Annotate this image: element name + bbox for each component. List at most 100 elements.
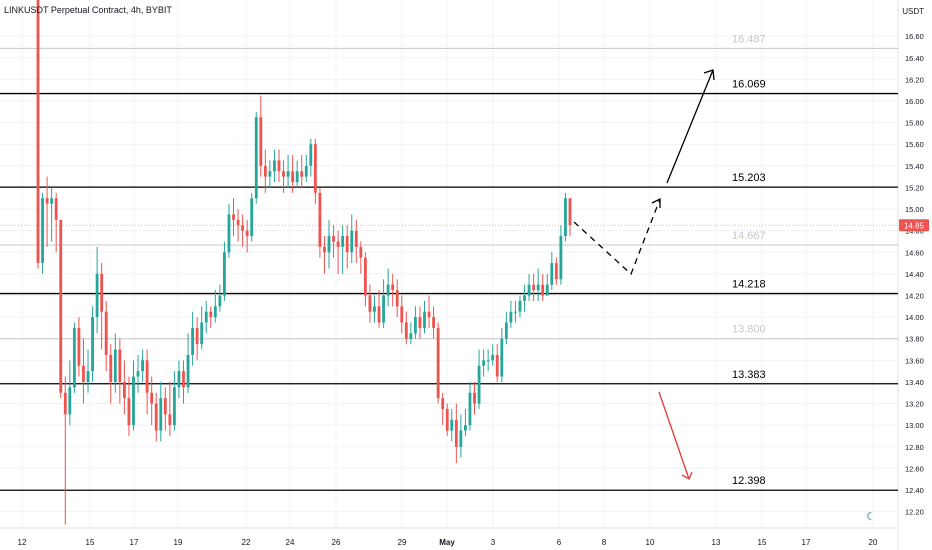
x-tick-label: 8 — [602, 538, 607, 547]
level-label: 15.203 — [732, 172, 766, 184]
candle-body — [541, 284, 545, 296]
candle-body — [350, 230, 354, 253]
candle-body — [450, 419, 454, 431]
candle-body — [373, 306, 376, 312]
candle-body — [445, 408, 449, 431]
price-badge-text: 14.85 — [904, 221, 925, 230]
candle-body — [523, 295, 526, 301]
y-tick-label: 12.20 — [905, 508, 924, 517]
candle-body — [473, 392, 476, 404]
projected-path-arrowhead — [651, 197, 661, 208]
level-label: 14.218 — [732, 279, 766, 291]
candle-body — [77, 327, 81, 366]
x-tick-label: 13 — [712, 538, 721, 547]
candle-body — [436, 327, 440, 399]
price-axis[interactable]: 12.20 12.40 12.60 12.80 13.00 13.20 13.40 13.60… — [905, 32, 924, 516]
candle-body — [186, 354, 190, 388]
y-tick-label: 16.40 — [905, 54, 924, 63]
x-tick-label: 17 — [130, 538, 139, 547]
level-label: 14.667 — [732, 230, 766, 242]
up-arrow — [666, 69, 714, 184]
candle-body — [504, 322, 508, 339]
candle-body — [250, 198, 254, 237]
candle-body — [464, 425, 467, 431]
x-tick-label: 19 — [174, 538, 183, 547]
candle-body — [400, 306, 404, 323]
candle-body — [454, 419, 458, 447]
grid-lines — [0, 0, 899, 550]
candle-body — [468, 392, 472, 426]
candle-body — [527, 284, 531, 296]
tradingview-logo-icon[interactable]: ☾ — [866, 510, 876, 523]
candle-body — [163, 398, 167, 415]
candle-body — [418, 317, 422, 328]
candle-body — [91, 317, 94, 372]
y-tick-label: 15.60 — [905, 140, 924, 149]
candle-body — [254, 117, 258, 199]
candle-body — [550, 263, 554, 285]
y-tick-label: 13.40 — [905, 378, 924, 387]
candle-body — [327, 236, 331, 253]
candle-body — [332, 236, 335, 242]
candle-body — [382, 295, 385, 323]
candle-body — [263, 165, 267, 177]
x-tick-label: 6 — [557, 538, 562, 547]
candle-body — [236, 219, 240, 226]
candle-body — [568, 198, 572, 226]
candle-body — [514, 311, 517, 313]
candle-body — [50, 198, 54, 204]
candle-body — [518, 300, 522, 312]
candle-body — [554, 263, 558, 280]
candle-body — [304, 165, 308, 177]
x-tick-label: 20 — [869, 538, 878, 547]
candle-body — [86, 371, 90, 382]
x-tick-label: 29 — [398, 538, 407, 547]
candle-body — [491, 354, 495, 361]
candle-body — [413, 317, 417, 334]
candle-body — [182, 371, 185, 388]
candle-body — [427, 311, 431, 318]
x-tick-label: 24 — [286, 538, 295, 547]
candle-body — [223, 252, 226, 296]
candle-body — [318, 192, 322, 247]
candle-body — [159, 398, 163, 431]
candle-body — [277, 160, 281, 172]
candle-body — [168, 414, 172, 426]
candle-body — [227, 214, 231, 253]
y-tick-label: 13.00 — [905, 421, 924, 430]
candle-body — [286, 171, 290, 177]
level-label: 12.398 — [732, 475, 766, 487]
candle-body — [82, 365, 85, 382]
candle-body — [532, 284, 536, 291]
candle-body — [368, 295, 372, 312]
candle-body — [145, 360, 149, 393]
candle-body — [127, 398, 131, 426]
candle-body — [118, 349, 122, 382]
x-tick-label: 15 — [86, 538, 95, 547]
down-arrow-head — [681, 471, 693, 480]
level-label: 16.487 — [732, 33, 766, 45]
chart-title: LINKUSDT Perpetual Contract, 4h, BYBIT — [4, 5, 172, 15]
candle-body — [477, 365, 481, 404]
candle-body — [177, 371, 181, 388]
x-tick-label: May — [439, 538, 455, 547]
candle-body — [268, 171, 272, 177]
x-tick-label: 10 — [646, 538, 655, 547]
candle-body — [104, 311, 108, 355]
y-tick-label: 15.20 — [905, 183, 924, 192]
up-arrow-head — [703, 69, 715, 81]
candle-body — [309, 144, 313, 166]
candle-body — [509, 311, 513, 323]
time-axis[interactable]: 12 15 17 19 22 24 26 29 May 3 6 8 10 13 15 17 20 — [18, 538, 878, 547]
y-tick-label: 15.80 — [905, 119, 924, 128]
candle-body — [291, 171, 295, 183]
candle-body — [173, 387, 176, 426]
candle-body — [109, 354, 113, 382]
candle-body — [545, 284, 549, 296]
level-label: 16.069 — [732, 79, 766, 91]
candle-body — [232, 214, 235, 220]
y-tick-label: 12.80 — [905, 443, 924, 452]
candle-body — [259, 117, 263, 166]
candle-body — [295, 171, 299, 183]
